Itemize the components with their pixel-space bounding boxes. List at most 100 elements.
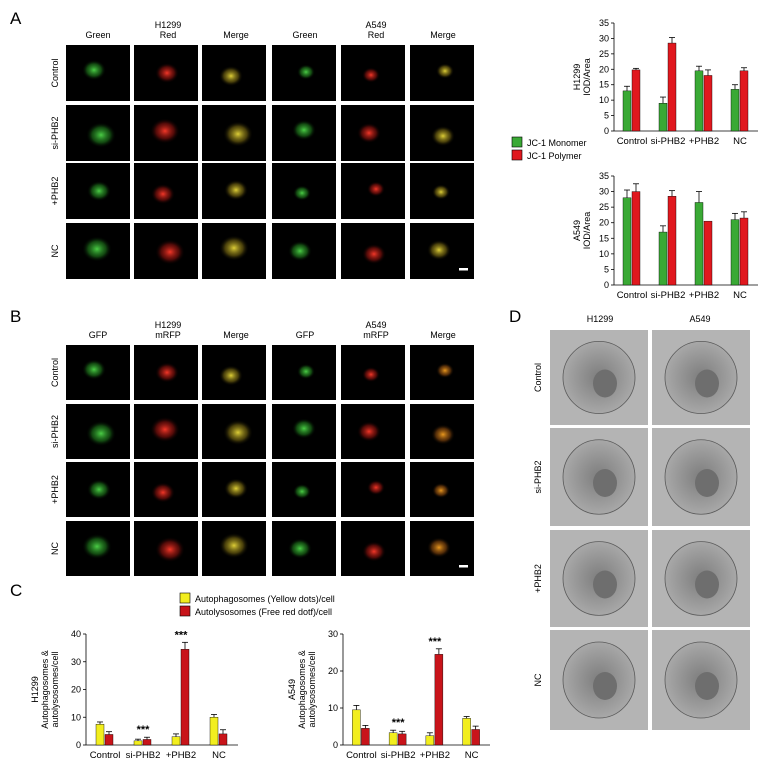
c_h1299-ytick-label-3: 30 bbox=[71, 657, 81, 667]
a-row-label-0: Control bbox=[50, 58, 60, 87]
a_h1299-ytick-label-5: 25 bbox=[599, 49, 609, 59]
legend-a-polymer: JC-1 Polymer bbox=[527, 151, 582, 161]
col-header-merge-a549-b: Merge bbox=[430, 330, 456, 340]
a-row-label-1: si-PHB2 bbox=[50, 116, 60, 149]
a_h1299-bar-2-1 bbox=[703, 75, 713, 132]
c_h1299-ytick-label-2: 20 bbox=[71, 685, 81, 695]
d-nucleus-r3-c1 bbox=[695, 672, 719, 700]
cell-line-a549-b: A549 bbox=[365, 320, 386, 330]
a-cell-r1-c1 bbox=[150, 118, 180, 144]
a_h1299-bar-0-0 bbox=[622, 90, 632, 132]
d-nucleus-r0-c0 bbox=[593, 369, 617, 398]
legend-a-monomer: JC-1 Monomer bbox=[527, 138, 587, 148]
a_a549-ytick-label-7: 35 bbox=[599, 171, 609, 181]
chart-a-a549: 0 5 10 15 20 25 30 35 A549 IOD/Area Control si-PHB2… bbox=[572, 171, 758, 301]
a-cell-r0-c5 bbox=[436, 63, 454, 79]
b-cell-r1-c5 bbox=[431, 424, 455, 445]
a-cell-r3-c5 bbox=[427, 239, 451, 261]
b-cell-r1-c2 bbox=[223, 419, 253, 446]
d-row-label-3: NC bbox=[533, 673, 543, 686]
c_h1299-ylabel-2: autolysosomes/cell bbox=[50, 651, 60, 727]
a_a549-ytick-label-1: 5 bbox=[604, 264, 609, 274]
a-cell-r3-c3 bbox=[288, 240, 312, 262]
c_h1299-bar-1-1 bbox=[142, 739, 152, 746]
b-row-label-3: NC bbox=[50, 542, 60, 555]
col-header-merge-h1299: Merge bbox=[223, 30, 249, 40]
c_a549-bar-2-0 bbox=[425, 735, 435, 746]
col-header-green-a549: Green bbox=[292, 30, 317, 40]
d-nucleus-r2-c1 bbox=[695, 570, 719, 599]
c_h1299-bar-1-0 bbox=[133, 740, 143, 746]
c_h1299-bar-2-1 bbox=[180, 649, 190, 746]
a_a549-cat-label-1: si-PHB2 bbox=[651, 290, 686, 301]
a_a549-ytick-label-3: 15 bbox=[599, 233, 609, 243]
c_h1299-cat-label-0: Control bbox=[90, 750, 121, 761]
b-cell-r2-c4 bbox=[367, 479, 385, 496]
b-cell-r3-c2 bbox=[219, 532, 249, 559]
c_a549-annotation-1: *** bbox=[392, 717, 406, 729]
a-cell-r3-c4 bbox=[362, 243, 386, 265]
panel-a-header: Green H1299 Red Merge Green A549 Red Mer… bbox=[85, 20, 455, 40]
c_a549-bar-1-1 bbox=[397, 733, 407, 746]
b-cell-r2-c1 bbox=[151, 482, 175, 503]
panel-d-em-images: Control si-PHB2 +PHB2 NC bbox=[533, 330, 750, 730]
c_h1299-cat-label-1: si-PHB2 bbox=[126, 750, 161, 761]
d-row-label-2: +PHB2 bbox=[533, 564, 543, 593]
b-cell-r1-c4 bbox=[357, 421, 381, 442]
b-scale-bar bbox=[459, 565, 468, 568]
a_h1299-cat-label-2: +PHB2 bbox=[689, 136, 719, 147]
a_h1299-bar-3-0 bbox=[730, 89, 740, 132]
cell-line-a549-a: A549 bbox=[365, 20, 386, 30]
a-cell-r2-c4 bbox=[367, 181, 385, 197]
b-cell-r0-c3 bbox=[297, 363, 315, 380]
c_a549-ytick-label-2: 20 bbox=[328, 666, 338, 676]
b-cell-r2-c5 bbox=[432, 482, 450, 499]
col-header-mrfp-a549: mRFP bbox=[363, 330, 389, 340]
b-cell-r1-c1 bbox=[150, 416, 180, 443]
panel-b-header: GFP H1299 mRFP Merge GFP A549 mRFP Merge bbox=[89, 320, 456, 340]
c_a549-bar-0-0 bbox=[352, 709, 361, 746]
a_h1299-cat-label-3: NC bbox=[733, 136, 747, 147]
d-nucleus-r0-c1 bbox=[695, 369, 719, 398]
a-cell-r1-c2 bbox=[223, 121, 253, 147]
c_a549-ylabel-1: Autophagosomes & bbox=[297, 650, 307, 729]
a_a549-bar-2-0 bbox=[694, 202, 704, 286]
c_a549-ylabel-0: A549 bbox=[287, 679, 297, 700]
a-cell-r1-c3 bbox=[292, 119, 316, 141]
a_a549-bar-0-0 bbox=[622, 197, 632, 286]
a_a549-bar-0-1 bbox=[631, 191, 641, 286]
b-cell-r0-c1 bbox=[155, 362, 179, 383]
a_h1299-cat-label-0: Control bbox=[617, 136, 648, 147]
a_h1299-ytick-label-6: 30 bbox=[599, 33, 609, 43]
b-cell-r2-c0 bbox=[87, 479, 111, 500]
a_a549-cat-label-3: NC bbox=[733, 290, 747, 301]
cell-line-h1299-a: H1299 bbox=[155, 20, 182, 30]
col-header-red-h1299: Red bbox=[160, 30, 177, 40]
c_h1299-bar-3-1 bbox=[218, 733, 228, 746]
a_a549-ytick-label-0: 0 bbox=[604, 280, 609, 290]
col-header-d-a549: A549 bbox=[689, 314, 710, 324]
c_a549-ylabel-2: autolysosomes/cell bbox=[307, 651, 317, 727]
c_h1299-bar-0-1 bbox=[104, 734, 114, 746]
a-cell-r2-c3 bbox=[293, 185, 311, 201]
c_a549-bar-3-1 bbox=[471, 729, 480, 746]
a-cell-r0-c0 bbox=[82, 59, 106, 81]
d-nucleus-r3-c0 bbox=[593, 672, 617, 700]
c_h1299-ytick-label-4: 40 bbox=[71, 629, 81, 639]
a-row-label-3: NC bbox=[50, 244, 60, 257]
a_a549-ytick-label-4: 20 bbox=[599, 218, 609, 228]
col-header-merge-a549: Merge bbox=[430, 30, 456, 40]
b-cell-r1-c0 bbox=[86, 420, 116, 447]
a_h1299-ytick-label-2: 10 bbox=[599, 95, 609, 105]
c_h1299-cat-label-3: NC bbox=[212, 750, 226, 761]
panel-label-c: C bbox=[10, 581, 22, 600]
a-cell-r2-c2 bbox=[224, 179, 248, 201]
panel-label-b: B bbox=[10, 307, 21, 326]
a_a549-cat-label-0: Control bbox=[617, 290, 648, 301]
chart-c-a549: 0 10 20 30 A549 Autophagosomes & autolysosomes… bbox=[287, 629, 490, 761]
a_a549-ylabel-0: A549 bbox=[572, 220, 582, 241]
b-cell-r2-c3 bbox=[293, 483, 311, 500]
a_a549-cat-label-2: +PHB2 bbox=[689, 290, 719, 301]
c_h1299-bar-3-0 bbox=[209, 717, 219, 746]
a_a549-ytick-label-6: 30 bbox=[599, 187, 609, 197]
